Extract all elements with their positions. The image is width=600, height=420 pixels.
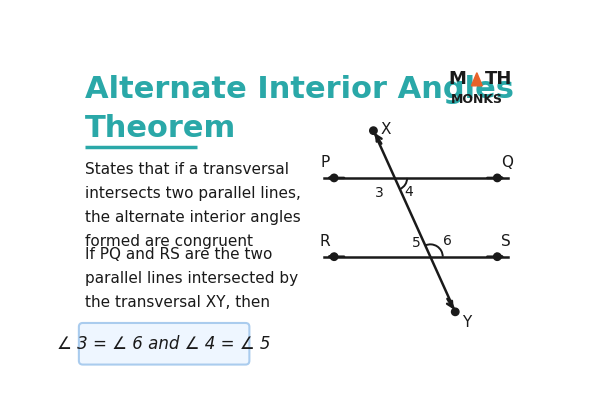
Text: M: M bbox=[449, 70, 466, 88]
Text: MONKS: MONKS bbox=[451, 93, 503, 106]
Text: Y: Y bbox=[462, 315, 472, 330]
Text: P: P bbox=[321, 155, 330, 170]
Circle shape bbox=[494, 174, 501, 181]
Text: TH: TH bbox=[485, 70, 512, 88]
Text: 6: 6 bbox=[443, 234, 452, 248]
Text: If PQ and RS are the two
parallel lines intersected by
the transversal XY, then: If PQ and RS are the two parallel lines … bbox=[85, 247, 298, 310]
Text: Alternate Interior Angles: Alternate Interior Angles bbox=[85, 75, 514, 104]
Text: ∠ 3 = ∠ 6 and ∠ 4 = ∠ 5: ∠ 3 = ∠ 6 and ∠ 4 = ∠ 5 bbox=[58, 335, 271, 353]
Circle shape bbox=[370, 127, 377, 134]
Text: X: X bbox=[380, 122, 391, 136]
Text: States that if a transversal
intersects two parallel lines,
the alternate interi: States that if a transversal intersects … bbox=[85, 162, 301, 249]
FancyBboxPatch shape bbox=[79, 323, 250, 365]
Text: Theorem: Theorem bbox=[85, 113, 236, 142]
Text: R: R bbox=[320, 234, 330, 249]
Circle shape bbox=[494, 253, 501, 260]
Polygon shape bbox=[472, 73, 482, 86]
Circle shape bbox=[331, 174, 338, 181]
Text: 5: 5 bbox=[412, 236, 421, 250]
Circle shape bbox=[452, 308, 459, 315]
Text: 3: 3 bbox=[375, 186, 383, 200]
Text: Q: Q bbox=[501, 155, 513, 170]
Text: 4: 4 bbox=[404, 185, 413, 199]
Text: S: S bbox=[501, 234, 511, 249]
Circle shape bbox=[331, 253, 338, 260]
